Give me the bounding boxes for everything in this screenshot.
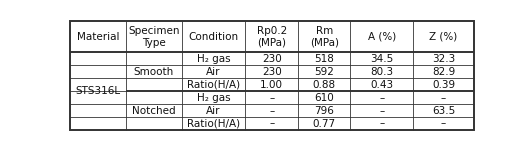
Text: STS316L: STS316L	[76, 86, 121, 96]
Text: 0.39: 0.39	[432, 80, 455, 90]
Text: A (%): A (%)	[368, 32, 396, 42]
Text: Ratio(H/A): Ratio(H/A)	[187, 118, 240, 129]
Text: Specimen
Type: Specimen Type	[128, 26, 179, 48]
Text: Condition: Condition	[188, 32, 239, 42]
Text: –: –	[441, 118, 446, 129]
Text: 0.88: 0.88	[313, 80, 336, 90]
Text: Air: Air	[206, 67, 221, 77]
Text: Rm
(MPa): Rm (MPa)	[310, 26, 339, 48]
Text: 796: 796	[314, 106, 334, 116]
Text: 82.9: 82.9	[432, 67, 455, 77]
Text: –: –	[269, 93, 275, 103]
Text: Rp0.2
(MPa): Rp0.2 (MPa)	[257, 26, 287, 48]
Text: 230: 230	[262, 54, 281, 64]
Text: –: –	[441, 93, 446, 103]
Text: –: –	[379, 106, 385, 116]
Text: 63.5: 63.5	[432, 106, 455, 116]
Text: Air: Air	[206, 106, 221, 116]
Text: 230: 230	[262, 67, 281, 77]
Text: 592: 592	[314, 67, 334, 77]
Text: Material: Material	[77, 32, 120, 42]
Text: 32.3: 32.3	[432, 54, 455, 64]
Text: 610: 610	[314, 93, 334, 103]
Text: –: –	[379, 118, 385, 129]
Text: –: –	[269, 106, 275, 116]
Text: 1.00: 1.00	[260, 80, 283, 90]
Text: H₂ gas: H₂ gas	[197, 93, 231, 103]
Text: H₂ gas: H₂ gas	[197, 54, 231, 64]
Text: Ratio(H/A): Ratio(H/A)	[187, 80, 240, 90]
Text: 34.5: 34.5	[370, 54, 394, 64]
Text: Smooth: Smooth	[134, 67, 174, 77]
Text: Notched: Notched	[132, 106, 176, 116]
Text: 80.3: 80.3	[370, 67, 394, 77]
Text: 0.77: 0.77	[313, 118, 336, 129]
Text: –: –	[269, 118, 275, 129]
Text: 0.43: 0.43	[370, 80, 394, 90]
Text: –: –	[379, 93, 385, 103]
Text: 518: 518	[314, 54, 334, 64]
Text: Z (%): Z (%)	[430, 32, 458, 42]
